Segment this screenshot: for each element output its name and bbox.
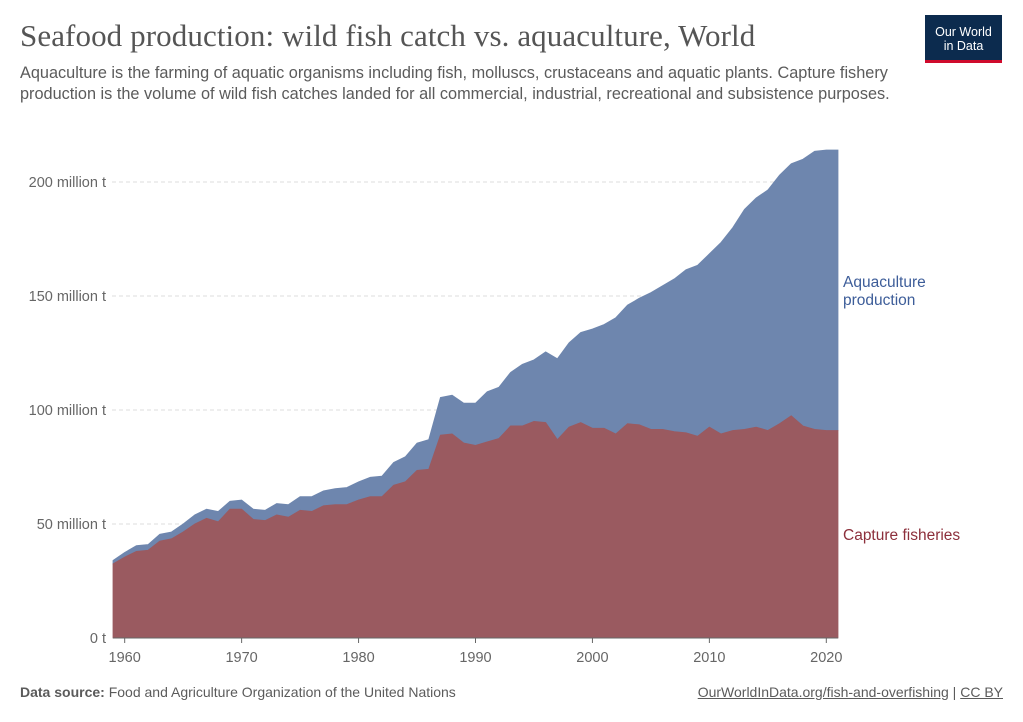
x-tick-label: 1990 (459, 650, 491, 666)
footer-separator: | (952, 684, 957, 700)
logo-line-2: in Data (943, 39, 984, 53)
owid-logo[interactable]: Our World in Data (925, 15, 1002, 63)
x-tick-label: 1960 (109, 650, 141, 666)
capture-fisheries-label: Capture fisheries (843, 527, 960, 544)
aquaculture-label-line: production (843, 292, 915, 309)
series-labels: Aquaculture production Capture fisheries (843, 274, 960, 544)
y-tick-label: 50 million t (37, 517, 106, 533)
x-tick-label: 2000 (576, 650, 608, 666)
aquaculture-label: Aquaculture production (843, 274, 926, 309)
x-tick-label: 1980 (342, 650, 374, 666)
axes: 0 t 50 million t 100 million t 150 million … (29, 175, 843, 666)
chart-areas (112, 149, 839, 639)
x-tick-label: 1970 (225, 650, 257, 666)
capture-fisheries-area[interactable] (112, 415, 839, 639)
chart-title: Seafood production: wild fish catch vs. … (20, 18, 756, 53)
y-tick-label: 0 t (90, 631, 106, 647)
logo-line-1: Our World (935, 25, 992, 39)
y-tick-label: 100 million t (29, 403, 106, 419)
x-tick-label: 2010 (693, 650, 725, 666)
license-link[interactable]: CC BY (960, 684, 1003, 700)
x-tick-label: 2020 (810, 650, 842, 666)
data-source: Data source: Food and Agriculture Organi… (20, 684, 456, 700)
y-tick-label: 150 million t (29, 289, 106, 305)
y-tick-label: 200 million t (29, 175, 106, 191)
aquaculture-label-line: Aquaculture (843, 274, 926, 291)
data-source-text: Food and Agriculture Organization of the… (108, 684, 456, 700)
chart-subtitle: Aquaculture is the farming of aquatic or… (20, 64, 890, 103)
source-link[interactable]: OurWorldInData.org/fish-and-overfishing (697, 684, 949, 700)
data-source-label: Data source: (20, 684, 105, 700)
footer-links: OurWorldInData.org/fish-and-overfishing … (698, 684, 1003, 700)
